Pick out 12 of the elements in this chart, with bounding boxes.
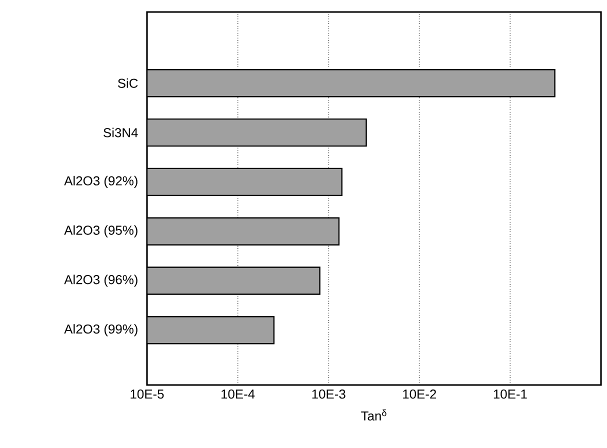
- x-axis-title: Tan$^{δ}$: [361, 410, 386, 421]
- x-tick-label: 10E-1: [494, 390, 527, 399]
- x-tick-label: 10E-3: [312, 390, 346, 399]
- y-tick-label: Al2O3 (96%): [64, 274, 138, 287]
- y-tick-label: SiC: [118, 78, 138, 88]
- x-tick-label: 10E-4: [222, 390, 255, 399]
- y-tick-label: Al2O3 (92%): [64, 176, 138, 188]
- y-tick-label: Al2O3 (99%): [64, 324, 138, 336]
- x-tick-label: 10E-2: [403, 390, 436, 399]
- x-tick-label: 10E-5: [130, 390, 164, 399]
- y-tick-label: Si3N4: [104, 128, 138, 138]
- y-tick-label: Al2O3 (95%): [64, 225, 138, 238]
